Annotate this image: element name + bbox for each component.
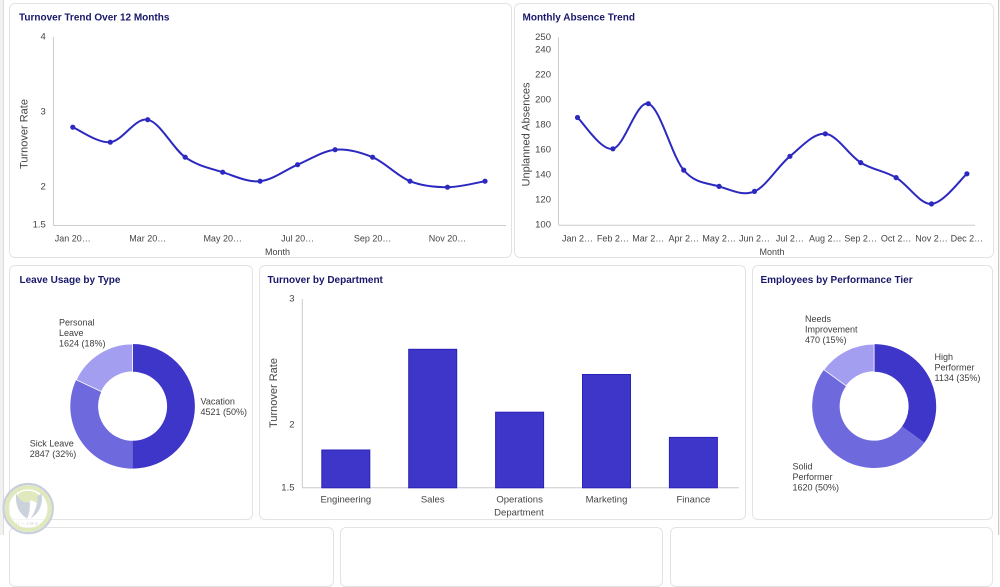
- svg-text:Jun 2…: Jun 2…: [739, 234, 770, 244]
- svg-text:1620 (50%): 1620 (50%): [793, 483, 840, 493]
- svg-text:Marketing: Marketing: [586, 495, 628, 506]
- svg-text:Department: Department: [494, 508, 544, 519]
- svg-text:4: 4: [41, 32, 46, 43]
- svg-text:Sep 20…: Sep 20…: [354, 234, 392, 244]
- svg-text:1624 (18%): 1624 (18%): [59, 338, 106, 348]
- svg-text:Month: Month: [265, 247, 290, 257]
- svg-text:4521 (50%): 4521 (50%): [201, 407, 248, 417]
- svg-text:Oct 2…: Oct 2…: [881, 234, 912, 244]
- svg-text:100: 100: [535, 220, 551, 231]
- svg-text:Personal: Personal: [59, 317, 95, 327]
- svg-text:Sales: Sales: [421, 495, 445, 506]
- svg-text:1134 (35%): 1134 (35%): [935, 373, 981, 383]
- svg-text:i l — J M S: i l — J M S: [16, 521, 38, 526]
- svg-text:Jan 2…: Jan 2…: [562, 234, 593, 244]
- svg-text:240: 240: [535, 44, 551, 55]
- svg-text:Employees by Performance Tier: Employees by Performance Tier: [761, 275, 913, 286]
- svg-text:Improvement: Improvement: [805, 325, 858, 335]
- svg-text:Sick Leave: Sick Leave: [30, 438, 74, 448]
- svg-text:2: 2: [289, 419, 294, 430]
- svg-text:3: 3: [289, 293, 294, 304]
- svg-text:Jul 2…: Jul 2…: [776, 234, 804, 244]
- svg-text:140: 140: [535, 170, 551, 181]
- svg-text:Aug 2…: Aug 2…: [809, 234, 842, 244]
- svg-text:May 2…: May 2…: [702, 234, 736, 244]
- svg-text:Turnover Trend Over 12 Months: Turnover Trend Over 12 Months: [19, 13, 170, 24]
- svg-text:1.5: 1.5: [33, 219, 46, 230]
- svg-text:Operations: Operations: [496, 495, 543, 506]
- svg-text:Unplanned Absences: Unplanned Absences: [521, 82, 533, 186]
- svg-text:High: High: [935, 352, 954, 362]
- svg-text:Turnover Rate: Turnover Rate: [268, 358, 280, 428]
- svg-text:200: 200: [535, 94, 551, 105]
- svg-text:Mar 2…: Mar 2…: [632, 234, 664, 244]
- svg-text:Solid: Solid: [793, 462, 813, 472]
- svg-text:120: 120: [535, 195, 551, 206]
- svg-text:Jan 20…: Jan 20…: [55, 234, 91, 244]
- svg-text:Sep 2…: Sep 2…: [844, 234, 877, 244]
- svg-text:Apr 2…: Apr 2…: [668, 234, 699, 244]
- svg-text:470 (15%): 470 (15%): [805, 335, 847, 345]
- svg-text:Vacation: Vacation: [201, 397, 235, 407]
- svg-text:Turnover Rate: Turnover Rate: [19, 99, 31, 169]
- svg-text:Leave: Leave: [59, 328, 84, 338]
- svg-text:220: 220: [535, 69, 551, 80]
- svg-text:180: 180: [535, 120, 551, 131]
- svg-text:Mar 20…: Mar 20…: [129, 234, 166, 244]
- svg-text:Needs: Needs: [805, 314, 832, 324]
- svg-text:Jul 20…: Jul 20…: [281, 234, 314, 244]
- svg-text:May 20…: May 20…: [203, 234, 242, 244]
- svg-text:1.5: 1.5: [281, 482, 294, 493]
- svg-text:Finance: Finance: [676, 495, 710, 506]
- svg-text:3: 3: [41, 107, 46, 118]
- svg-text:Leave Usage by Type: Leave Usage by Type: [20, 275, 121, 286]
- svg-text:Performer: Performer: [935, 363, 975, 373]
- svg-text:2: 2: [41, 182, 46, 193]
- svg-text:Monthly Absence Trend: Monthly Absence Trend: [523, 13, 635, 24]
- svg-text:Engineering: Engineering: [320, 495, 371, 506]
- svg-text:Nov 2…: Nov 2…: [915, 234, 948, 244]
- svg-text:Nov 20…: Nov 20…: [429, 234, 467, 244]
- svg-text:Turnover by Department: Turnover by Department: [268, 275, 384, 286]
- svg-text:2847 (32%): 2847 (32%): [30, 449, 77, 459]
- svg-text:Dec 2…: Dec 2…: [951, 234, 984, 244]
- svg-text:Performer: Performer: [793, 472, 833, 482]
- svg-text:160: 160: [535, 145, 551, 156]
- svg-text:Feb 2…: Feb 2…: [597, 234, 629, 244]
- svg-text:Month: Month: [759, 247, 784, 257]
- svg-text:250: 250: [535, 32, 551, 43]
